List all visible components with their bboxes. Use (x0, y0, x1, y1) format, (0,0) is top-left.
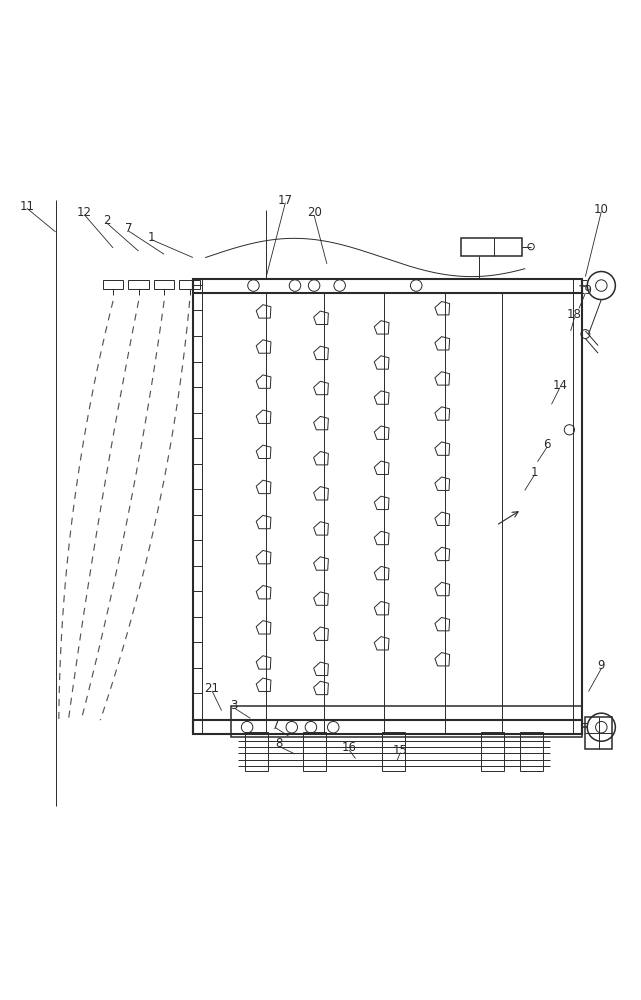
Bar (103, 280, 123, 289)
Text: 9: 9 (597, 659, 605, 672)
Text: 2: 2 (103, 214, 110, 227)
Text: 7: 7 (125, 222, 133, 235)
Bar (128, 280, 149, 289)
Bar (303, 732, 326, 771)
Text: 21: 21 (204, 682, 219, 695)
Bar (193, 279, 582, 293)
Bar (246, 732, 268, 771)
Text: 11: 11 (19, 200, 35, 213)
Bar (585, 717, 612, 749)
Text: 14: 14 (553, 379, 567, 392)
Text: 16: 16 (342, 741, 357, 754)
Text: 19: 19 (578, 284, 593, 297)
Text: 18: 18 (567, 308, 582, 321)
Bar (520, 732, 542, 771)
Bar (179, 280, 200, 289)
Text: 12: 12 (77, 206, 92, 219)
Text: 17: 17 (278, 194, 293, 207)
Text: 7: 7 (272, 719, 279, 732)
Bar (231, 706, 582, 737)
Bar (154, 280, 174, 289)
Bar (193, 720, 582, 734)
Bar (481, 732, 504, 771)
Text: 1: 1 (531, 466, 538, 479)
Text: 15: 15 (393, 744, 408, 757)
Text: 1: 1 (147, 231, 155, 244)
Text: 8: 8 (276, 737, 283, 750)
Text: 10: 10 (594, 203, 609, 216)
Text: 20: 20 (306, 206, 322, 219)
Bar (461, 238, 522, 256)
Bar (383, 732, 405, 771)
Text: 3: 3 (231, 699, 238, 712)
Text: 6: 6 (544, 438, 551, 451)
